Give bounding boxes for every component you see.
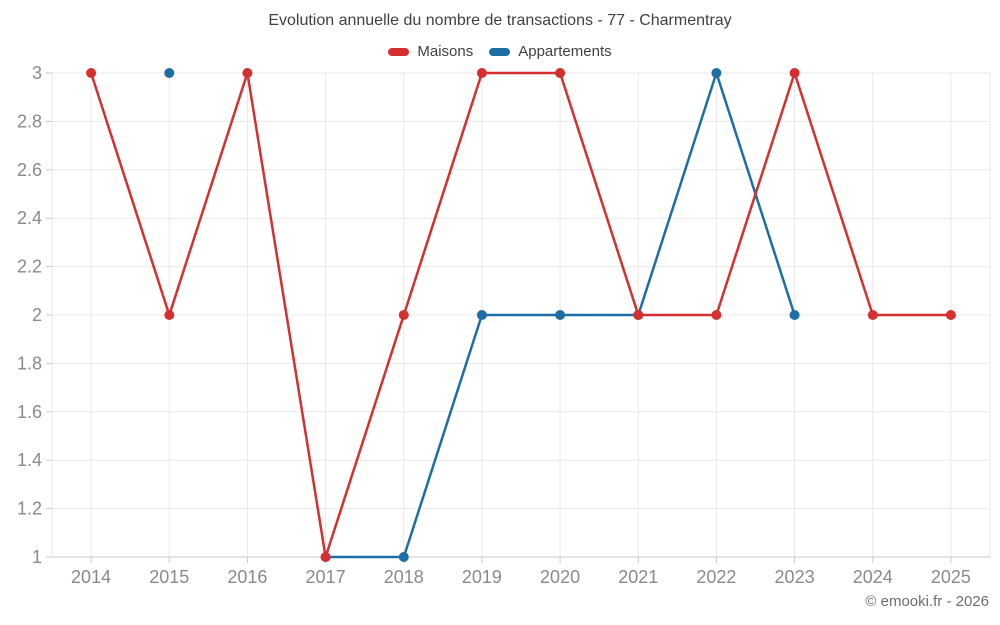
x-axis-label: 2018 bbox=[384, 567, 424, 587]
chart-title: Evolution annuelle du nombre de transact… bbox=[268, 12, 732, 29]
attribution-link[interactable]: © emooki.fr - 2026 bbox=[865, 593, 989, 610]
x-axis-label: 2019 bbox=[462, 567, 502, 587]
data-point-appartements-2020[interactable] bbox=[555, 310, 566, 320]
legend: Maisons Appartements bbox=[0, 43, 1000, 60]
y-axis-label: 2.2 bbox=[17, 257, 42, 277]
legend-item-appartements[interactable]: Appartements bbox=[489, 43, 612, 60]
data-point-maisons-2022[interactable] bbox=[711, 310, 722, 320]
data-point-appartements-2023[interactable] bbox=[789, 310, 800, 320]
data-point-maisons-2023[interactable] bbox=[789, 68, 800, 78]
x-axis-label: 2023 bbox=[775, 567, 815, 587]
x-axis-label: 2015 bbox=[149, 567, 189, 587]
data-point-appartements-2018[interactable] bbox=[398, 552, 409, 562]
y-axis-label: 1.8 bbox=[17, 353, 42, 373]
legend-swatch-appartements bbox=[489, 47, 511, 56]
data-point-maisons-2021[interactable] bbox=[633, 310, 644, 320]
legend-swatch-maisons bbox=[388, 47, 410, 56]
data-point-maisons-2016[interactable] bbox=[242, 68, 253, 78]
x-axis-label: 2025 bbox=[931, 567, 971, 587]
x-axis-label: 2024 bbox=[853, 567, 893, 587]
y-axis-label: 3 bbox=[32, 63, 42, 83]
legend-label-maisons: Maisons bbox=[417, 43, 474, 60]
x-axis-label: 2014 bbox=[71, 567, 111, 587]
y-axis-label: 1 bbox=[32, 547, 42, 567]
data-point-maisons-2019[interactable] bbox=[476, 68, 487, 78]
data-point-maisons-2020[interactable] bbox=[555, 68, 566, 78]
series-line-maisons bbox=[89, 71, 953, 559]
y-axis-label: 2.6 bbox=[17, 160, 42, 180]
data-point-maisons-2025[interactable] bbox=[945, 310, 956, 320]
y-axis-label: 1.6 bbox=[17, 402, 42, 422]
legend-item-maisons[interactable]: Maisons bbox=[388, 43, 473, 60]
x-axis-label: 2020 bbox=[540, 567, 580, 587]
y-axis-label: 2 bbox=[32, 305, 42, 325]
data-point-appartements-2019[interactable] bbox=[476, 310, 487, 320]
data-point-maisons-2017[interactable] bbox=[320, 552, 331, 562]
data-point-appartements-2022[interactable] bbox=[711, 68, 722, 78]
data-point-maisons-2015[interactable] bbox=[164, 310, 175, 320]
data-point-appartements-2015[interactable] bbox=[164, 68, 175, 78]
data-point-maisons-2024[interactable] bbox=[867, 310, 878, 320]
data-point-maisons-2018[interactable] bbox=[398, 310, 409, 320]
x-axis-label: 2016 bbox=[227, 567, 267, 587]
y-axis-label: 1.2 bbox=[17, 499, 42, 519]
data-point-maisons-2014[interactable] bbox=[86, 68, 97, 78]
y-axis-label: 2.4 bbox=[17, 208, 42, 228]
y-axis-label: 1.4 bbox=[17, 450, 42, 470]
x-axis-label: 2017 bbox=[306, 567, 346, 587]
y-axis-label: 2.8 bbox=[17, 111, 42, 131]
x-axis-label: 2021 bbox=[618, 567, 658, 587]
legend-label-appartements: Appartements bbox=[518, 43, 612, 60]
x-axis-label: 2022 bbox=[696, 567, 736, 587]
